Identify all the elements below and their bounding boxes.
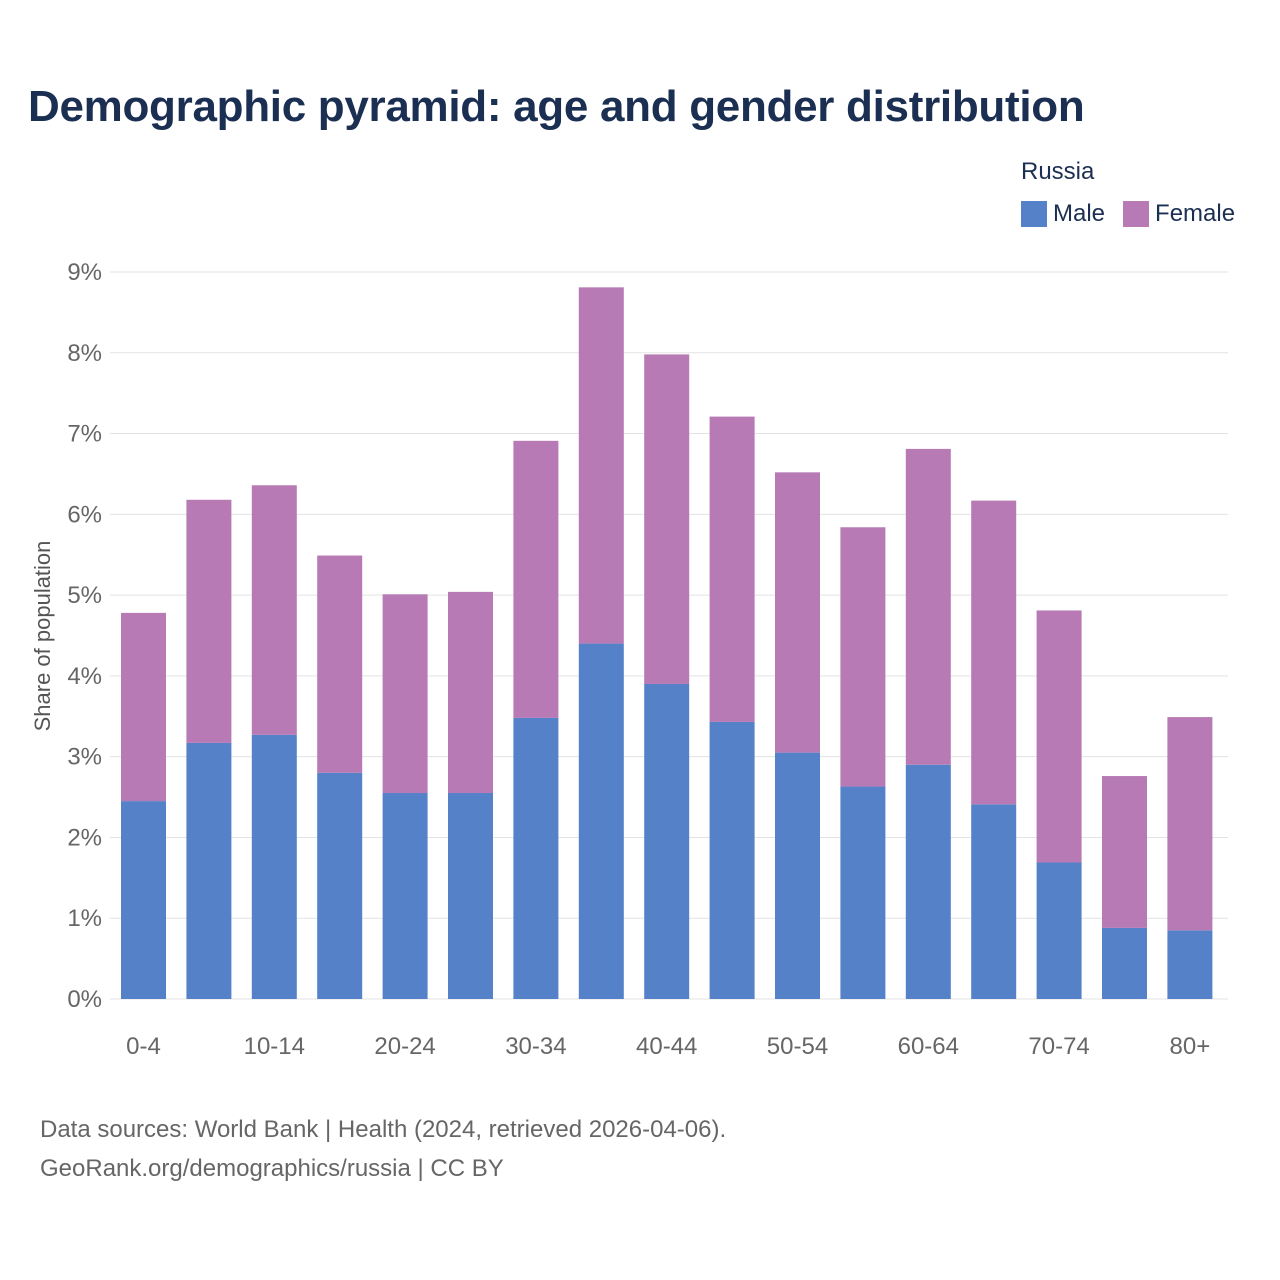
x-tick-label: 0-4 <box>126 1033 161 1060</box>
bar-female-75-79[interactable] <box>1102 776 1147 928</box>
bar-female-20-24[interactable] <box>382 594 428 794</box>
bar-male-15-19[interactable] <box>317 772 363 999</box>
bar-female-0-4[interactable] <box>121 612 166 802</box>
legend: Male Female <box>1021 200 1235 228</box>
bar-male-55-59[interactable] <box>840 786 886 999</box>
y-tick-label: 7% <box>67 421 102 448</box>
bar-female-70-74[interactable] <box>1036 610 1082 863</box>
legend-label-male: Male <box>1053 200 1106 227</box>
bar-male-25-29[interactable] <box>448 793 493 999</box>
footer-credit: GeoRank.org/demographics/russia | CC BY <box>40 1155 504 1182</box>
bar-male-10-14[interactable] <box>251 734 297 999</box>
bar-male-0-4[interactable] <box>121 801 166 999</box>
legend-item-male[interactable]: Male <box>1021 200 1105 228</box>
bars <box>121 287 1213 999</box>
legend-swatch-female <box>1123 201 1150 227</box>
bar-female-55-59[interactable] <box>840 527 886 787</box>
bar-male-80+[interactable] <box>1167 930 1213 999</box>
bar-female-45-49[interactable] <box>709 416 755 722</box>
legend-swatch-male <box>1021 201 1047 227</box>
bar-male-60-64[interactable] <box>905 764 951 999</box>
x-tick-label: 10-14 <box>244 1033 305 1060</box>
bar-female-35-39[interactable] <box>578 287 624 644</box>
y-tick-label: 1% <box>67 905 102 932</box>
x-tick-label: 20-24 <box>374 1033 435 1060</box>
bar-male-75-79[interactable] <box>1102 927 1147 999</box>
y-tick-label: 5% <box>67 582 102 609</box>
bar-male-30-34[interactable] <box>513 717 559 999</box>
y-tick-label: 4% <box>67 663 102 690</box>
bar-female-30-34[interactable] <box>513 440 559 718</box>
y-tick-label: 8% <box>67 340 102 367</box>
y-tick-label: 0% <box>67 986 102 1013</box>
bar-male-5-9[interactable] <box>186 742 232 999</box>
chart-title: Demographic pyramid: age and gender dist… <box>28 82 1085 131</box>
bar-male-35-39[interactable] <box>578 643 624 999</box>
bar-female-65-69[interactable] <box>971 500 1017 805</box>
bar-female-25-29[interactable] <box>448 591 493 794</box>
bar-male-40-44[interactable] <box>644 683 690 999</box>
x-tick-label: 50-54 <box>767 1033 828 1060</box>
x-tick-label: 60-64 <box>898 1033 959 1060</box>
y-tick-label: 3% <box>67 744 102 771</box>
bar-male-65-69[interactable] <box>971 804 1017 999</box>
y-tick-label: 2% <box>67 824 102 851</box>
bar-male-70-74[interactable] <box>1036 862 1082 999</box>
y-axis-title: Share of population <box>30 541 55 732</box>
stacked-bar-chart: 0% 1% 2% 3% 4% 5% 6% 7% 8% 9% 0-4 10-14 20-24 30-34 4… <box>30 259 1228 1060</box>
legend-label-female: Female <box>1155 200 1236 227</box>
bar-female-15-19[interactable] <box>317 555 363 773</box>
bar-female-10-14[interactable] <box>251 485 297 735</box>
bar-male-50-54[interactable] <box>775 752 820 999</box>
legend-item-female[interactable]: Female <box>1123 200 1235 228</box>
bar-female-80+[interactable] <box>1167 717 1213 931</box>
y-tick-label: 6% <box>67 501 102 528</box>
bar-female-5-9[interactable] <box>186 499 232 743</box>
legend-title: Russia <box>1021 158 1095 185</box>
bar-female-50-54[interactable] <box>775 472 820 753</box>
footer-source: Data sources: World Bank | Health (2024,… <box>40 1116 727 1143</box>
x-tick-label: 70-74 <box>1028 1033 1089 1060</box>
bar-female-40-44[interactable] <box>644 354 690 684</box>
y-tick-label: 9% <box>67 259 102 286</box>
bar-female-60-64[interactable] <box>905 448 951 765</box>
x-tick-labels: 0-4 10-14 20-24 30-34 40-44 50-54 60-64 70-74 80… <box>126 1033 1210 1060</box>
x-tick-label: 30-34 <box>505 1033 566 1060</box>
x-tick-label: 80+ <box>1170 1033 1211 1060</box>
y-tick-labels: 0% 1% 2% 3% 4% 5% 6% 7% 8% 9% <box>67 259 102 1013</box>
bar-male-45-49[interactable] <box>709 721 755 999</box>
bar-male-20-24[interactable] <box>382 793 428 999</box>
x-tick-label: 40-44 <box>636 1033 697 1060</box>
